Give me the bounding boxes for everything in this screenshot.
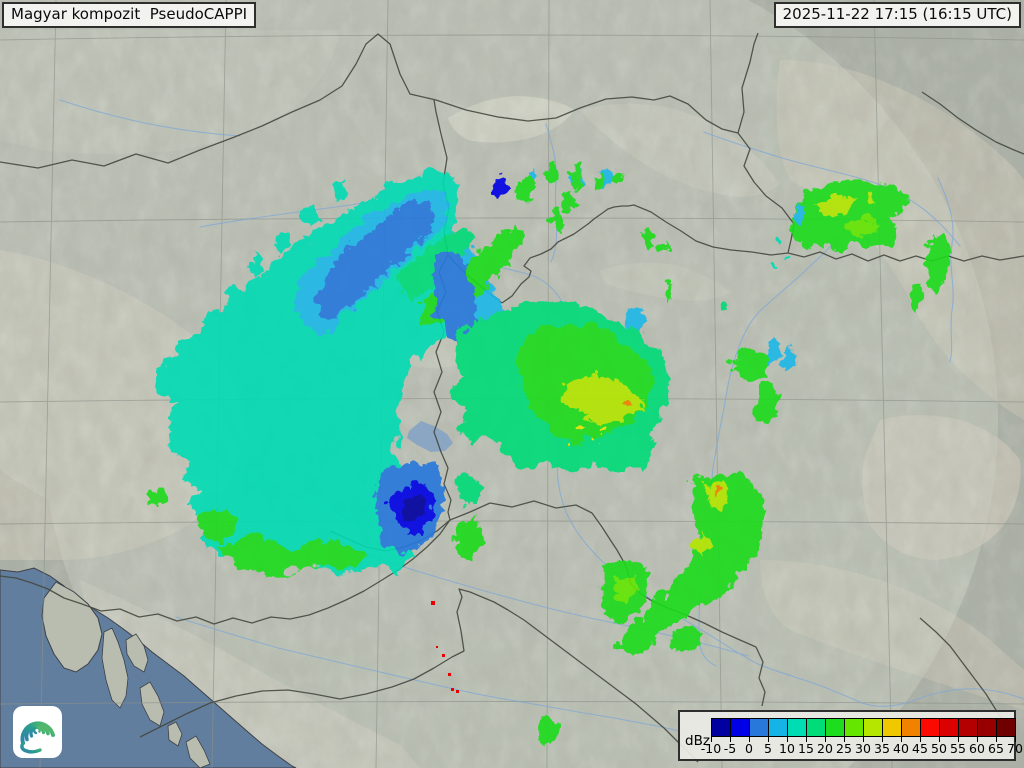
legend-unit-label: dBz xyxy=(685,733,710,749)
legend-tick-label: 70 xyxy=(1007,741,1023,756)
legend-tick-label: 60 xyxy=(969,741,985,756)
hungaromet-logo xyxy=(13,706,62,758)
island xyxy=(125,633,149,673)
legend-tick-label: 55 xyxy=(950,741,966,756)
legend-tick-label: 65 xyxy=(988,741,1004,756)
legend-colorbar xyxy=(711,718,1016,737)
legend-tick-label: -10 xyxy=(700,741,722,756)
legend-tick xyxy=(711,737,712,742)
timestamp: 2025-11-22 17:15 (16:15 UTC) xyxy=(782,5,1012,23)
lake-balaton xyxy=(407,421,453,452)
legend-tick-label: 45 xyxy=(912,741,928,756)
legend-tick xyxy=(958,737,959,742)
adriatic-sea xyxy=(0,567,297,768)
legend-tick-label: 0 xyxy=(745,741,753,756)
legend-swatch xyxy=(749,718,769,737)
legend-tick xyxy=(844,737,845,742)
legend-tick xyxy=(863,737,864,742)
legend-swatch xyxy=(768,718,788,737)
legend-tick xyxy=(825,737,826,742)
legend-tick-label: 40 xyxy=(893,741,909,756)
island xyxy=(185,735,211,768)
legend-tick xyxy=(1015,737,1016,742)
timestamp-box: 2025-11-22 17:15 (16:15 UTC) xyxy=(773,2,1021,28)
river-sava xyxy=(175,616,681,732)
legend-swatch xyxy=(863,718,883,737)
interference-specks xyxy=(431,601,459,693)
spiral-logo-icon xyxy=(20,721,55,754)
legend-swatch xyxy=(882,718,902,737)
radar-echo-layer xyxy=(146,158,945,743)
legend-tick-label: 5 xyxy=(764,741,772,756)
legend-tick-label: 25 xyxy=(836,741,852,756)
product-title-box: Magyar kompozit PseudoCAPPI xyxy=(2,2,257,28)
legend-swatch xyxy=(920,718,940,737)
legend-swatch xyxy=(711,718,731,737)
legend-tick-label: -5 xyxy=(723,741,737,756)
legend-swatch xyxy=(787,718,807,737)
legend-swatch xyxy=(806,718,826,737)
legend-swatch xyxy=(958,718,978,737)
legend-tick xyxy=(996,737,997,742)
island xyxy=(101,627,129,709)
legend-tick-label: 20 xyxy=(817,741,833,756)
legend-tick-label: 50 xyxy=(931,741,947,756)
legend-tick xyxy=(882,737,883,742)
legend-tick xyxy=(749,737,750,742)
legend-swatch xyxy=(730,718,750,737)
legend-tick xyxy=(768,737,769,742)
island xyxy=(139,681,165,727)
legend-tick-label: 15 xyxy=(798,741,814,756)
legend-swatch xyxy=(939,718,959,737)
legend-tick xyxy=(977,737,978,742)
legend-tick-label: 30 xyxy=(855,741,871,756)
legend-tick-label: 35 xyxy=(874,741,890,756)
legend-ticks: -10 -5 0 5 10 15 20 25 30 35 40 45 50 55 60 65 70 xyxy=(701,737,1023,759)
legend-swatch xyxy=(977,718,997,737)
legend-swatch xyxy=(996,718,1016,737)
legend-swatch xyxy=(844,718,864,737)
legend-tick xyxy=(920,737,921,742)
legend-tick xyxy=(730,737,731,742)
legend-swatch xyxy=(825,718,845,737)
legend-tick xyxy=(939,737,940,742)
legend-tick xyxy=(901,737,902,742)
river-tisza xyxy=(698,227,847,667)
legend-tick-label: 10 xyxy=(779,741,795,756)
dbz-legend: dBz -10 -5 0 5 10 15 20 25 30 35 40 45 50 55 60 65 70 xyxy=(678,710,1023,761)
island xyxy=(167,721,183,747)
legend-swatch xyxy=(901,718,921,737)
legend-tick xyxy=(787,737,788,742)
legend-tick xyxy=(806,737,807,742)
product-title: Magyar kompozit PseudoCAPPI xyxy=(11,5,248,23)
country-borders xyxy=(0,32,1024,763)
